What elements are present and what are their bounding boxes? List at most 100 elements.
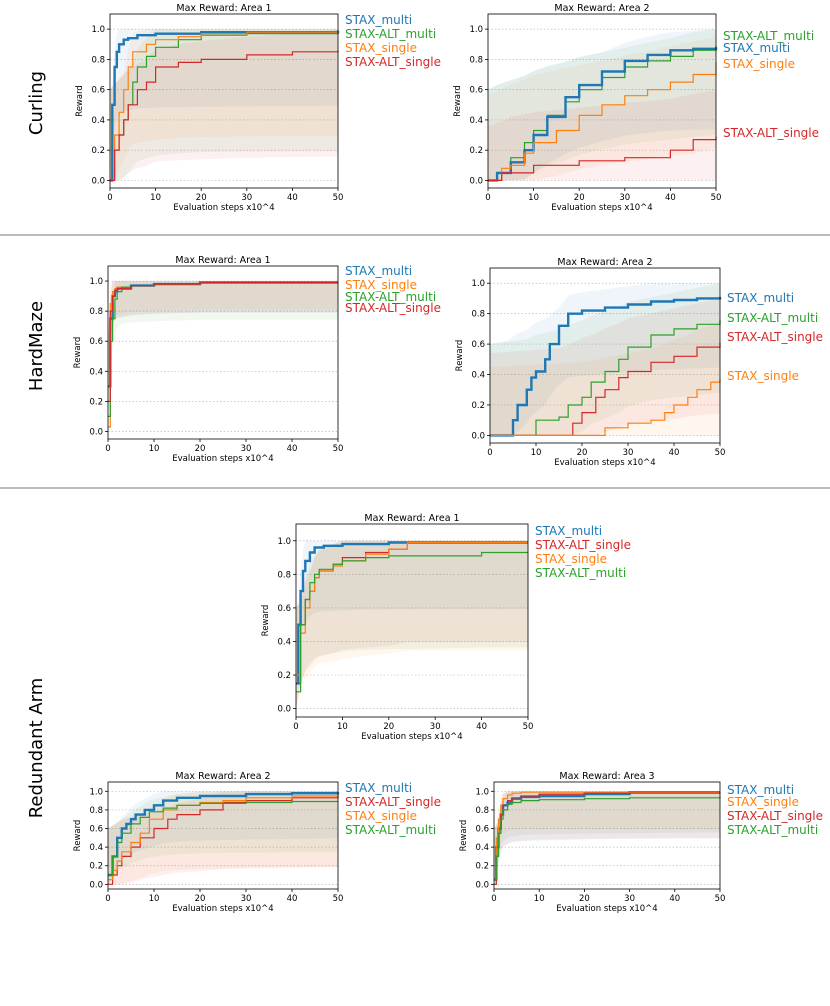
series-line <box>108 796 339 885</box>
chart-title: Max Reward: Area 1 <box>175 255 270 266</box>
y-tick-label: 0.2 <box>469 146 483 156</box>
x-tick-label: 50 <box>333 894 344 904</box>
x-tick-label: 10 <box>149 444 160 454</box>
x-axis-label: Evaluation steps x10^4 <box>556 904 657 914</box>
chart-6: 0.0 0.2 0.4 0.6 0.8 1.0 0 10 20 30 40 50 Max Reward:… <box>73 771 441 914</box>
legend-label: STAX_multi <box>345 13 412 27</box>
legend-label: STAX_multi <box>345 781 412 795</box>
confidence-band <box>108 281 338 432</box>
chart-title: Max Reward: Area 3 <box>559 771 654 782</box>
y-tick-label: 0.0 <box>471 431 485 441</box>
x-tick-label: 0 <box>105 444 110 454</box>
y-tick-label: 0.0 <box>475 880 489 890</box>
y-tick-label: 1.0 <box>89 787 103 797</box>
y-tick-label: 0.8 <box>91 55 105 65</box>
x-tick-label: 20 <box>579 894 590 904</box>
x-tick-label: 40 <box>287 894 298 904</box>
y-tick-label: 1.0 <box>469 25 483 35</box>
confidence-band <box>494 791 720 885</box>
y-axis-label: Reward <box>453 85 463 117</box>
y-tick-label: 0.2 <box>89 862 103 872</box>
x-tick-label: 20 <box>383 722 394 732</box>
confidence-band <box>494 791 720 885</box>
legend-label: STAX-ALT_single <box>727 809 823 823</box>
y-tick-label: 0.8 <box>469 55 483 65</box>
series-line <box>494 796 721 881</box>
y-tick-label: 0.6 <box>89 337 103 347</box>
series-line <box>490 342 721 436</box>
confidence-band <box>108 281 338 420</box>
confidence-band <box>108 281 338 432</box>
x-tick-label: 30 <box>241 193 252 203</box>
confidence-band <box>490 298 720 436</box>
x-tick-label: 10 <box>150 193 161 203</box>
chart-7: 0.0 0.2 0.4 0.6 0.8 1.0 0 10 20 30 40 50 Max Reward:… <box>459 771 823 914</box>
x-tick-label: 30 <box>624 894 635 904</box>
y-tick-label: 0.2 <box>471 401 485 411</box>
legend-label: STAX_single <box>345 809 417 823</box>
series-line <box>110 30 340 182</box>
y-tick-label: 0.6 <box>277 604 291 614</box>
chart-title: Max Reward: Area 1 <box>364 513 459 524</box>
confidence-band <box>494 791 720 885</box>
x-axis-label: Evaluation steps x10^4 <box>551 203 652 213</box>
series-line <box>108 792 340 877</box>
x-tick-label: 0 <box>105 894 110 904</box>
series-line <box>488 136 717 181</box>
series-line <box>296 541 528 685</box>
x-tick-label: 0 <box>487 448 492 458</box>
confidence-band <box>108 791 338 885</box>
series-line <box>296 551 528 693</box>
chart-title: Max Reward: Area 2 <box>554 3 649 14</box>
x-tick-label: 10 <box>149 894 160 904</box>
chart-1: 0.0 0.2 0.4 0.6 0.8 1.0 0 10 20 30 40 50 Max Reward:… <box>75 3 441 213</box>
y-tick-label: 0.8 <box>89 806 103 816</box>
section-label-redundant-arm: Redundant Arm <box>26 678 47 819</box>
legend-label: STAX-ALT_multi <box>345 27 436 41</box>
confidence-band <box>296 540 528 709</box>
legend-label: STAX_single <box>727 369 799 383</box>
series-line <box>108 795 339 881</box>
legend-label: STAX_single <box>345 41 417 55</box>
y-tick-label: 0.4 <box>471 371 485 381</box>
x-tick-label: 10 <box>528 193 539 203</box>
section-label-hardmaze: HardMaze <box>26 301 47 391</box>
legend-label: STAX-ALT_multi <box>535 566 626 580</box>
confidence-band <box>108 791 338 885</box>
y-tick-label: 0.6 <box>469 86 483 96</box>
x-tick-label: 0 <box>293 722 298 732</box>
series-line <box>490 319 721 436</box>
y-tick-label: 0.6 <box>89 825 103 835</box>
x-tick-label: 50 <box>715 894 726 904</box>
legend-label: STAX_multi <box>727 291 794 305</box>
x-tick-label: 40 <box>665 193 676 203</box>
series-line <box>108 800 338 876</box>
y-tick-label: 0.6 <box>91 86 105 96</box>
chart-2: 0.0 0.2 0.4 0.6 0.8 1.0 0 10 20 30 40 50 Max Reward:… <box>453 3 819 213</box>
y-tick-label: 1.0 <box>475 787 489 797</box>
y-tick-label: 0.0 <box>277 705 291 715</box>
x-tick-label: 50 <box>715 448 726 458</box>
confidence-band <box>494 791 720 885</box>
y-axis-label: Reward <box>455 340 465 372</box>
legend-label: STAX-ALT_single <box>723 126 819 140</box>
legend-label: STAX-ALT_single <box>535 538 631 552</box>
series-line <box>490 379 721 436</box>
confidence-band <box>490 283 720 436</box>
chart-4: 0.0 0.2 0.4 0.6 0.8 1.0 0 10 20 30 40 50 Max Reward:… <box>455 257 823 468</box>
y-tick-label: 1.0 <box>471 279 485 289</box>
x-tick-label: 10 <box>531 448 542 458</box>
charts-layer: 0.0 0.2 0.4 0.6 0.8 1.0 0 10 20 30 40 50 Max Reward:… <box>73 3 823 914</box>
x-tick-label: 30 <box>623 448 634 458</box>
plot-frame <box>489 267 721 444</box>
legend-label: STAX_multi <box>727 783 794 797</box>
x-tick-label: 20 <box>195 894 206 904</box>
y-axis-label: Reward <box>73 337 83 369</box>
confidence-band <box>296 540 528 709</box>
series-line <box>490 296 722 437</box>
y-tick-label: 0.0 <box>89 880 103 890</box>
x-tick-label: 30 <box>430 722 441 732</box>
plot-frame <box>107 781 339 890</box>
legend-label: STAX_multi <box>535 524 602 538</box>
